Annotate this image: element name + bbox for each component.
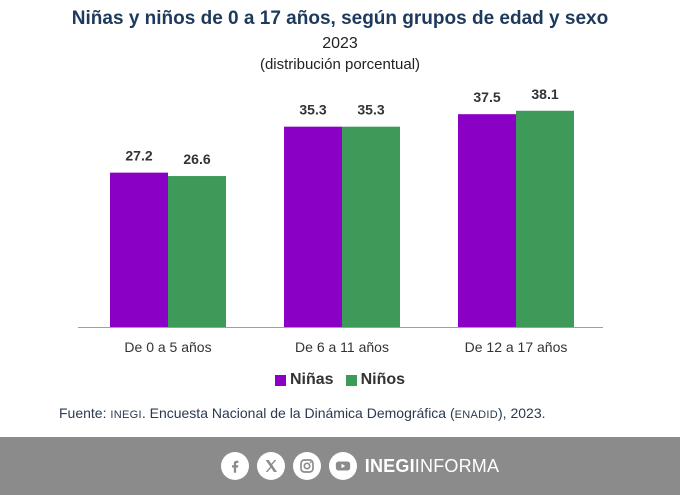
source-suffix: ), 2023. (498, 405, 546, 421)
bar-nios-1 (342, 126, 400, 327)
data-label: 26.6 (183, 151, 210, 167)
chart-title: Niñas y niños de 0 a 17 años, según grup… (71, 8, 609, 29)
chart-unit: (distribución porcentual) (259, 56, 421, 73)
data-label: 35.3 (299, 102, 326, 118)
brand-light: INFORMA (414, 455, 500, 476)
source-org: INEGI (110, 409, 142, 421)
legend-item-ninos: Niños (345, 371, 406, 389)
facebook-icon[interactable] (220, 452, 249, 480)
brand-bold: INEGI (364, 455, 415, 476)
brand-wordmark[interactable]: INEGIINFORMA (365, 456, 499, 477)
source-prefix: Fuente: (59, 405, 111, 421)
legend-label-ninos: Niños (360, 371, 406, 388)
bar-nias-2 (458, 114, 516, 327)
bar-nias-1 (284, 126, 342, 327)
data-label: 37.5 (473, 89, 500, 105)
source-survey: ENADID (454, 409, 499, 421)
bar-chart: 27.2 26.6 De 0 a 5 años 35.3 35.3 De 6 a 11 a… (78, 86, 603, 355)
x-tick-label: De 0 a 5 años (124, 339, 211, 355)
bar-nios-0 (168, 176, 226, 327)
footer-bar: INEGIINFORMA (0, 437, 680, 495)
bar-nias-0 (110, 172, 168, 327)
legend-label-ninas: Niñas (289, 371, 334, 388)
source-middle: . Encuesta Nacional de la Dinámica Demog… (141, 405, 455, 421)
youtube-icon[interactable] (328, 452, 357, 480)
x-icon[interactable] (256, 452, 285, 480)
data-label: 27.2 (125, 148, 152, 164)
x-tick-label: De 12 a 17 años (465, 339, 568, 355)
legend-swatch-ninas (274, 374, 286, 386)
instagram-icon[interactable] (292, 452, 321, 480)
x-tick-label: De 6 a 11 años (295, 339, 389, 355)
bar-nios-2 (516, 110, 574, 327)
legend-swatch-ninos (345, 374, 357, 386)
legend-item-ninas: Niñas (274, 371, 334, 389)
data-label: 35.3 (357, 102, 384, 118)
legend: Niñas Niños (0, 371, 680, 389)
data-label: 38.1 (531, 86, 558, 102)
source-note: Fuente: INEGI. Encuesta Nacional de la D… (59, 405, 546, 421)
chart-year: 2023 (322, 35, 358, 52)
social-links (220, 452, 357, 480)
